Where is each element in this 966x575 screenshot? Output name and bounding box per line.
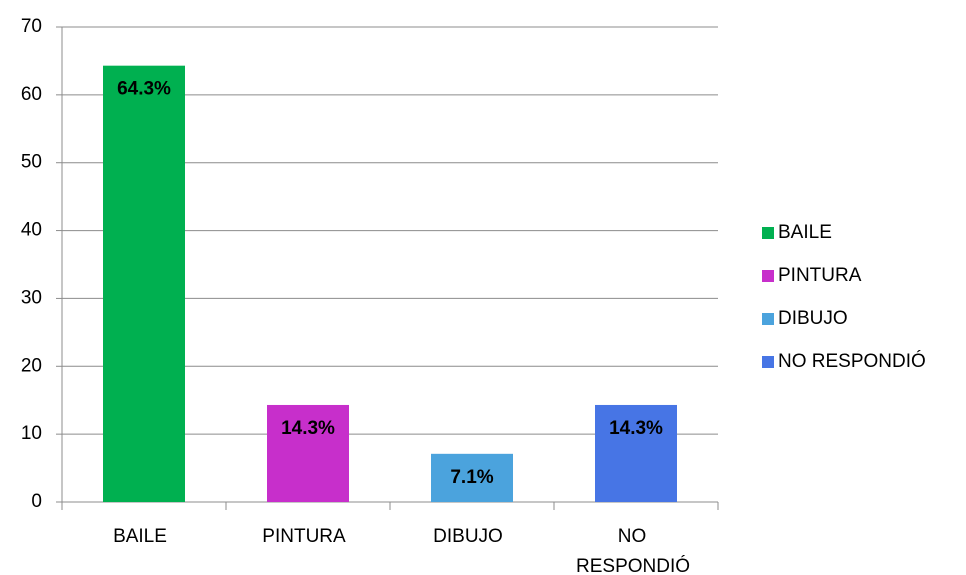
bar xyxy=(595,404,677,502)
bar xyxy=(267,404,349,502)
legend-swatch xyxy=(762,227,774,239)
y-tick-label: 60 xyxy=(21,84,42,105)
legend-swatch xyxy=(762,356,774,368)
bar xyxy=(431,453,513,502)
data-label: 7.1% xyxy=(450,467,493,488)
legend-swatch xyxy=(762,313,774,325)
legend-swatch xyxy=(762,270,774,282)
y-tick-label: 20 xyxy=(21,355,42,376)
y-tick-label: 50 xyxy=(21,152,42,173)
x-tick-label: NO RESPONDIÓ xyxy=(576,526,691,575)
x-tick-label: BAILE xyxy=(113,526,167,547)
y-tick-label: 0 xyxy=(31,491,42,512)
data-label: 14.3% xyxy=(609,418,663,439)
y-tick-label: 70 xyxy=(21,16,42,37)
y-tick-label: 40 xyxy=(21,220,42,241)
legend-label: DIBUJO xyxy=(778,308,848,329)
y-tick-label: 10 xyxy=(21,423,42,444)
x-tick-label: DIBUJO xyxy=(433,526,503,547)
y-tick-label: 30 xyxy=(21,287,42,308)
x-tick-label: PINTURA xyxy=(262,526,346,547)
legend-label: NO RESPONDIÓ xyxy=(778,350,926,372)
legend-label: PINTURA xyxy=(778,265,862,286)
legend-label: BAILE xyxy=(778,222,832,243)
data-label: 64.3% xyxy=(117,79,171,100)
bar xyxy=(103,65,185,502)
data-label: 14.3% xyxy=(281,418,335,439)
